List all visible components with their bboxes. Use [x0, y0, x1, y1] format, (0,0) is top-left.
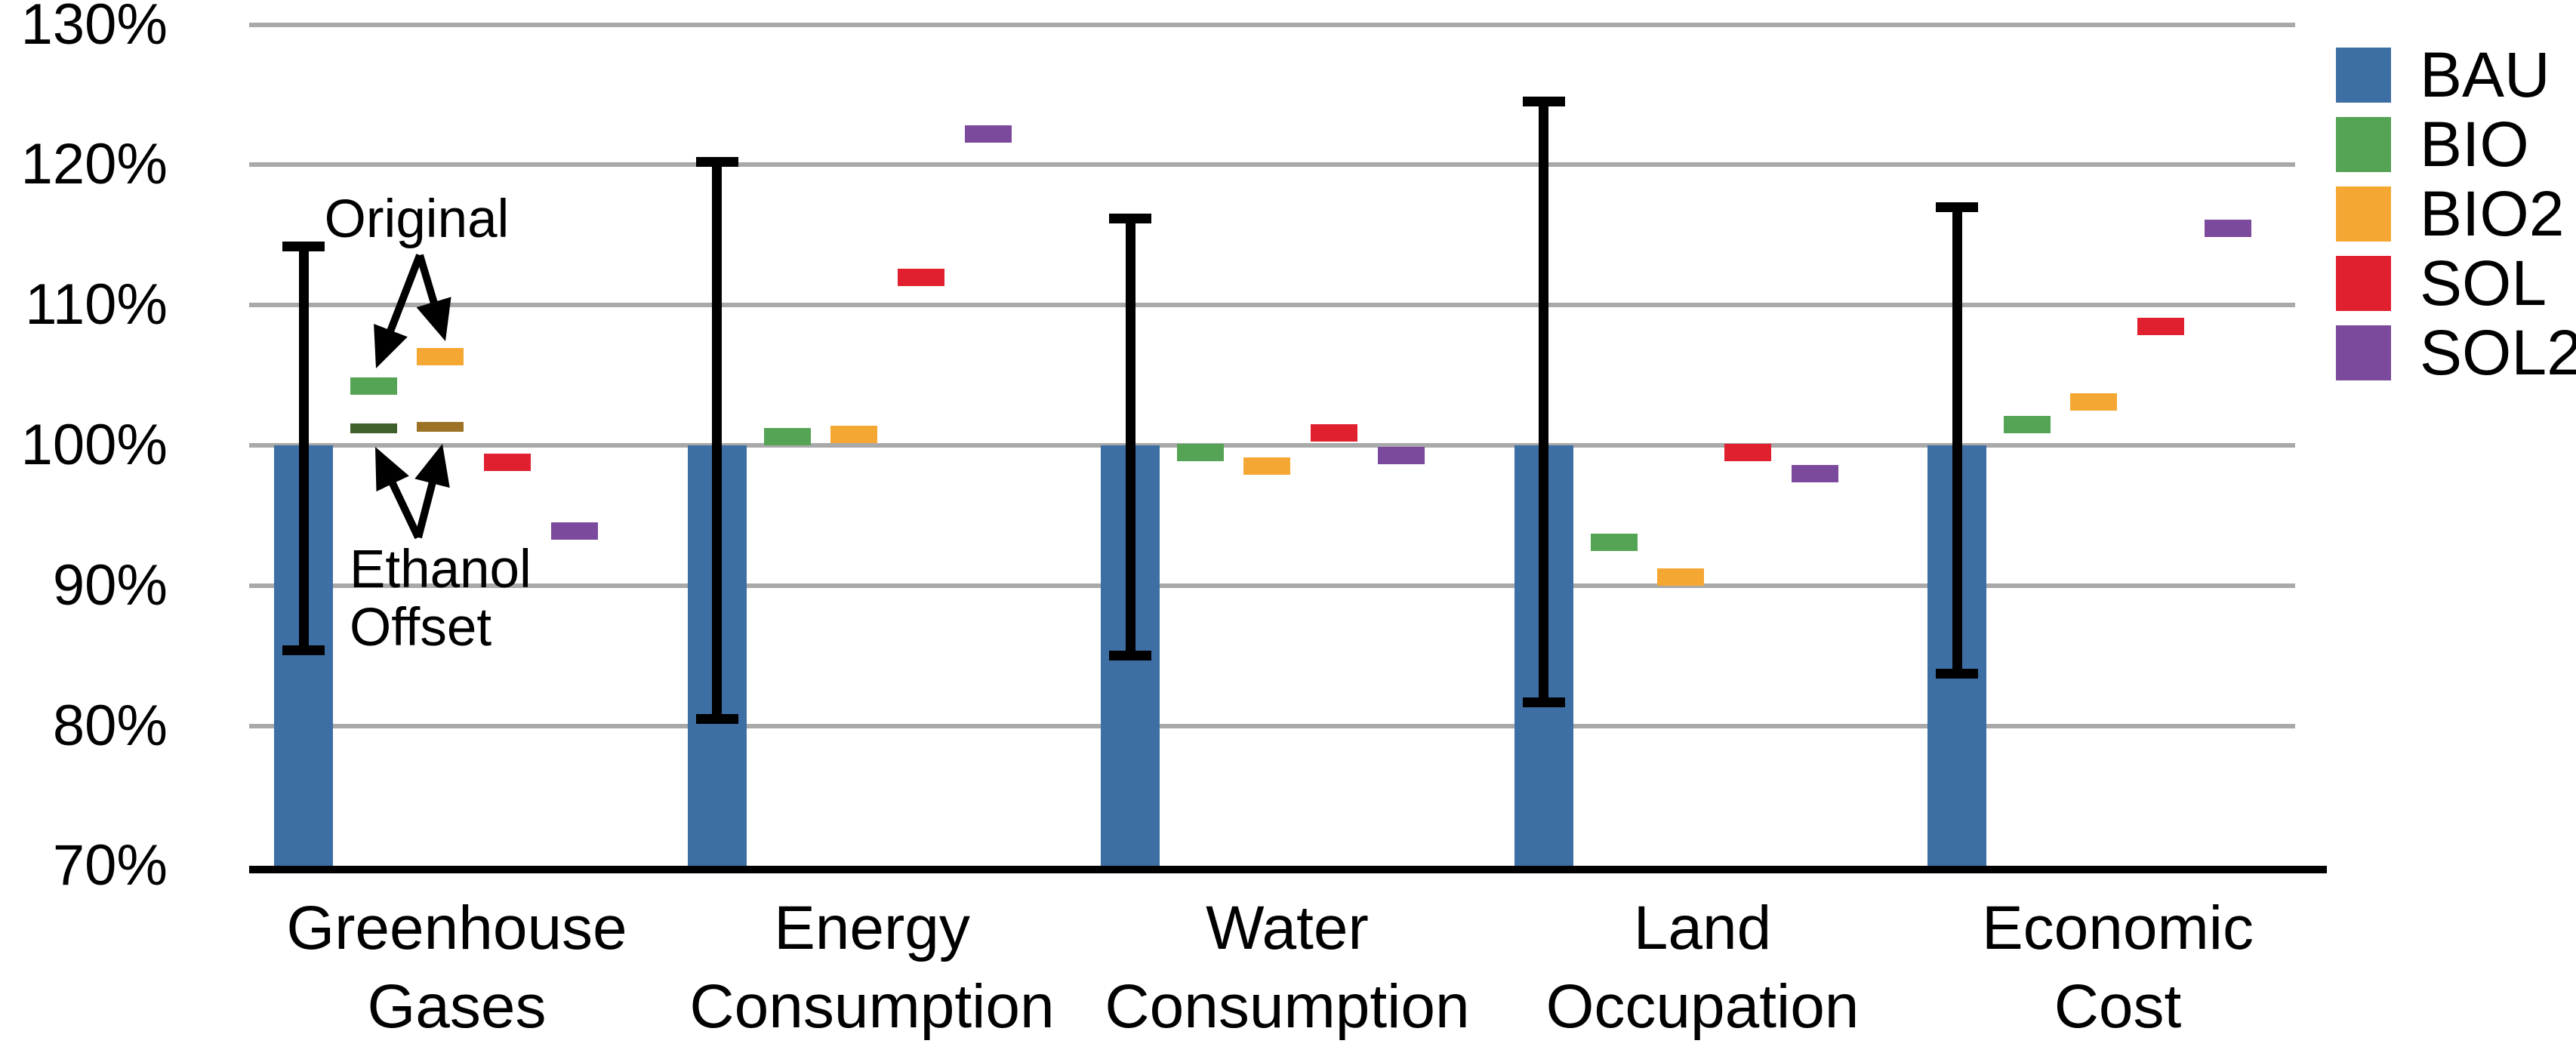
x-axis-label-line: Occupation — [1545, 972, 1860, 1041]
marker-bio2-water-consumption — [1243, 457, 1290, 476]
gridline-90 — [249, 583, 2295, 588]
annotation-arrow-line — [416, 254, 439, 309]
annotation-line: Offset — [350, 598, 492, 657]
marker-sol2-economic-cost — [2205, 219, 2251, 237]
marker-sol-greenhouse-gases — [484, 453, 531, 471]
y-tick-label-130: 130% — [20, 0, 168, 57]
marker-bio2-land-occupation — [1656, 568, 1704, 586]
legend-swatch-sol — [2336, 256, 2391, 311]
annotation-arrow-head — [416, 297, 451, 341]
x-axis-label-line: Land — [1633, 894, 1772, 962]
x-axis-label-line: Consumption — [689, 972, 1055, 1041]
annotation-arrow-line — [384, 254, 424, 337]
annotation-arrow-head — [414, 444, 450, 488]
marker-bio-land-occupation — [1590, 533, 1638, 551]
annotation-line: Ethanol — [350, 540, 532, 599]
error-bar-economic-cost-top-cap — [1936, 202, 1978, 212]
y-tick-label-120: 120% — [20, 132, 168, 197]
y-tick-label-70: 70% — [52, 833, 168, 898]
marker-sol2-greenhouse-gases — [551, 522, 598, 540]
legend-swatch-bio — [2336, 117, 2391, 172]
x-axis-label-line: Economic — [1981, 894, 2254, 962]
annotation-line: Original — [324, 189, 510, 249]
marker-sol-water-consumption — [1311, 423, 1357, 442]
error-bar-land-occupation-top-cap — [1522, 97, 1565, 107]
y-tick-label-100: 100% — [20, 413, 168, 477]
annotation-arrow-line — [387, 476, 422, 540]
legend-label-bio2: BIO2 — [2420, 178, 2565, 249]
gridline-80 — [249, 723, 2295, 728]
gridline-110 — [249, 303, 2295, 308]
error-bar-greenhouse-gases-top-cap — [282, 241, 325, 251]
x-axis-label-line: Greenhouse — [286, 894, 627, 962]
error-bar-economic-cost-bottom-cap — [1936, 669, 1978, 679]
x-axis-label-line: Energy — [774, 894, 970, 962]
marker-sol2-land-occupation — [1791, 464, 1838, 482]
annotation-arrow-head — [375, 447, 409, 492]
x-axis-label-land-occupation: Land Occupation — [1400, 889, 2004, 1046]
marker-sol2-water-consumption — [1378, 446, 1425, 464]
error-bar-water-consumption — [1125, 218, 1135, 656]
annotation-arrow-head — [374, 323, 408, 368]
error-bar-energy-consumption — [712, 162, 722, 719]
error-bar-economic-cost — [1952, 207, 1962, 674]
marker-bio-water-consumption — [1177, 443, 1224, 461]
error-bar-water-consumption-bottom-cap — [1109, 651, 1151, 661]
x-axis-label-energy-consumption: Energy Consumption — [570, 889, 1174, 1046]
y-tick-label-110: 110% — [25, 272, 168, 337]
y-tick-label-80: 80% — [52, 693, 168, 758]
error-bar-land-occupation — [1539, 101, 1548, 702]
marker-bio2-greenhouse-gases — [417, 348, 464, 366]
marker-bio-ethanol-offset — [350, 423, 397, 434]
annotation-arrow-line — [414, 476, 438, 539]
y-tick-label-90: 90% — [52, 553, 168, 617]
legend-swatch-sol2 — [2336, 325, 2391, 380]
error-bar-land-occupation-bottom-cap — [1522, 697, 1565, 707]
error-bar-greenhouse-gases — [298, 246, 309, 651]
marker-sol-energy-consumption — [897, 268, 944, 286]
error-bar-energy-consumption-bottom-cap — [695, 713, 738, 724]
gridline-130 — [249, 22, 2295, 27]
legend-swatch-bio2 — [2336, 186, 2391, 242]
x-axis-label-economic-cost: Economic Cost — [1816, 889, 2420, 1046]
annotation-ethanol-offset: Ethanol Offset — [350, 540, 652, 657]
marker-bio-economic-cost — [2004, 415, 2051, 433]
x-axis-label-line: Gases — [367, 972, 547, 1041]
legend-label-bau: BAU — [2420, 39, 2550, 110]
gridline-100 — [249, 443, 2295, 448]
marker-sol-land-occupation — [1724, 443, 1771, 461]
marker-bio2-ethanol-offset — [417, 422, 464, 433]
error-bar-greenhouse-gases-bottom-cap — [282, 645, 325, 655]
x-axis-label-line: Water — [1206, 894, 1369, 962]
error-bar-water-consumption-top-cap — [1109, 213, 1151, 223]
annotation-original: Original — [304, 190, 530, 248]
marker-sol-economic-cost — [2137, 317, 2184, 335]
marker-sol2-energy-consumption — [964, 125, 1012, 143]
legend-swatch-bau — [2336, 48, 2391, 103]
legend-label-sol2: SOL2 — [2420, 317, 2576, 388]
legend-label-sol: SOL — [2420, 248, 2547, 319]
x-axis-label-greenhouse-gases: Greenhouse Gases — [155, 889, 759, 1046]
marker-bio2-energy-consumption — [830, 425, 877, 443]
error-bar-energy-consumption-top-cap — [695, 157, 738, 168]
marker-bio-energy-consumption — [763, 428, 811, 446]
x-axis-line — [249, 866, 2327, 873]
x-axis-label-water-consumption: Water Consumption — [985, 889, 1589, 1046]
marker-bio-greenhouse-gases — [350, 377, 397, 396]
marker-bio2-economic-cost — [2070, 393, 2117, 411]
gridline-120 — [249, 162, 2295, 168]
legend-label-bio: BIO — [2420, 109, 2529, 180]
x-axis-label-line: Cost — [2054, 972, 2182, 1041]
x-axis-label-line: Consumption — [1105, 972, 1470, 1041]
